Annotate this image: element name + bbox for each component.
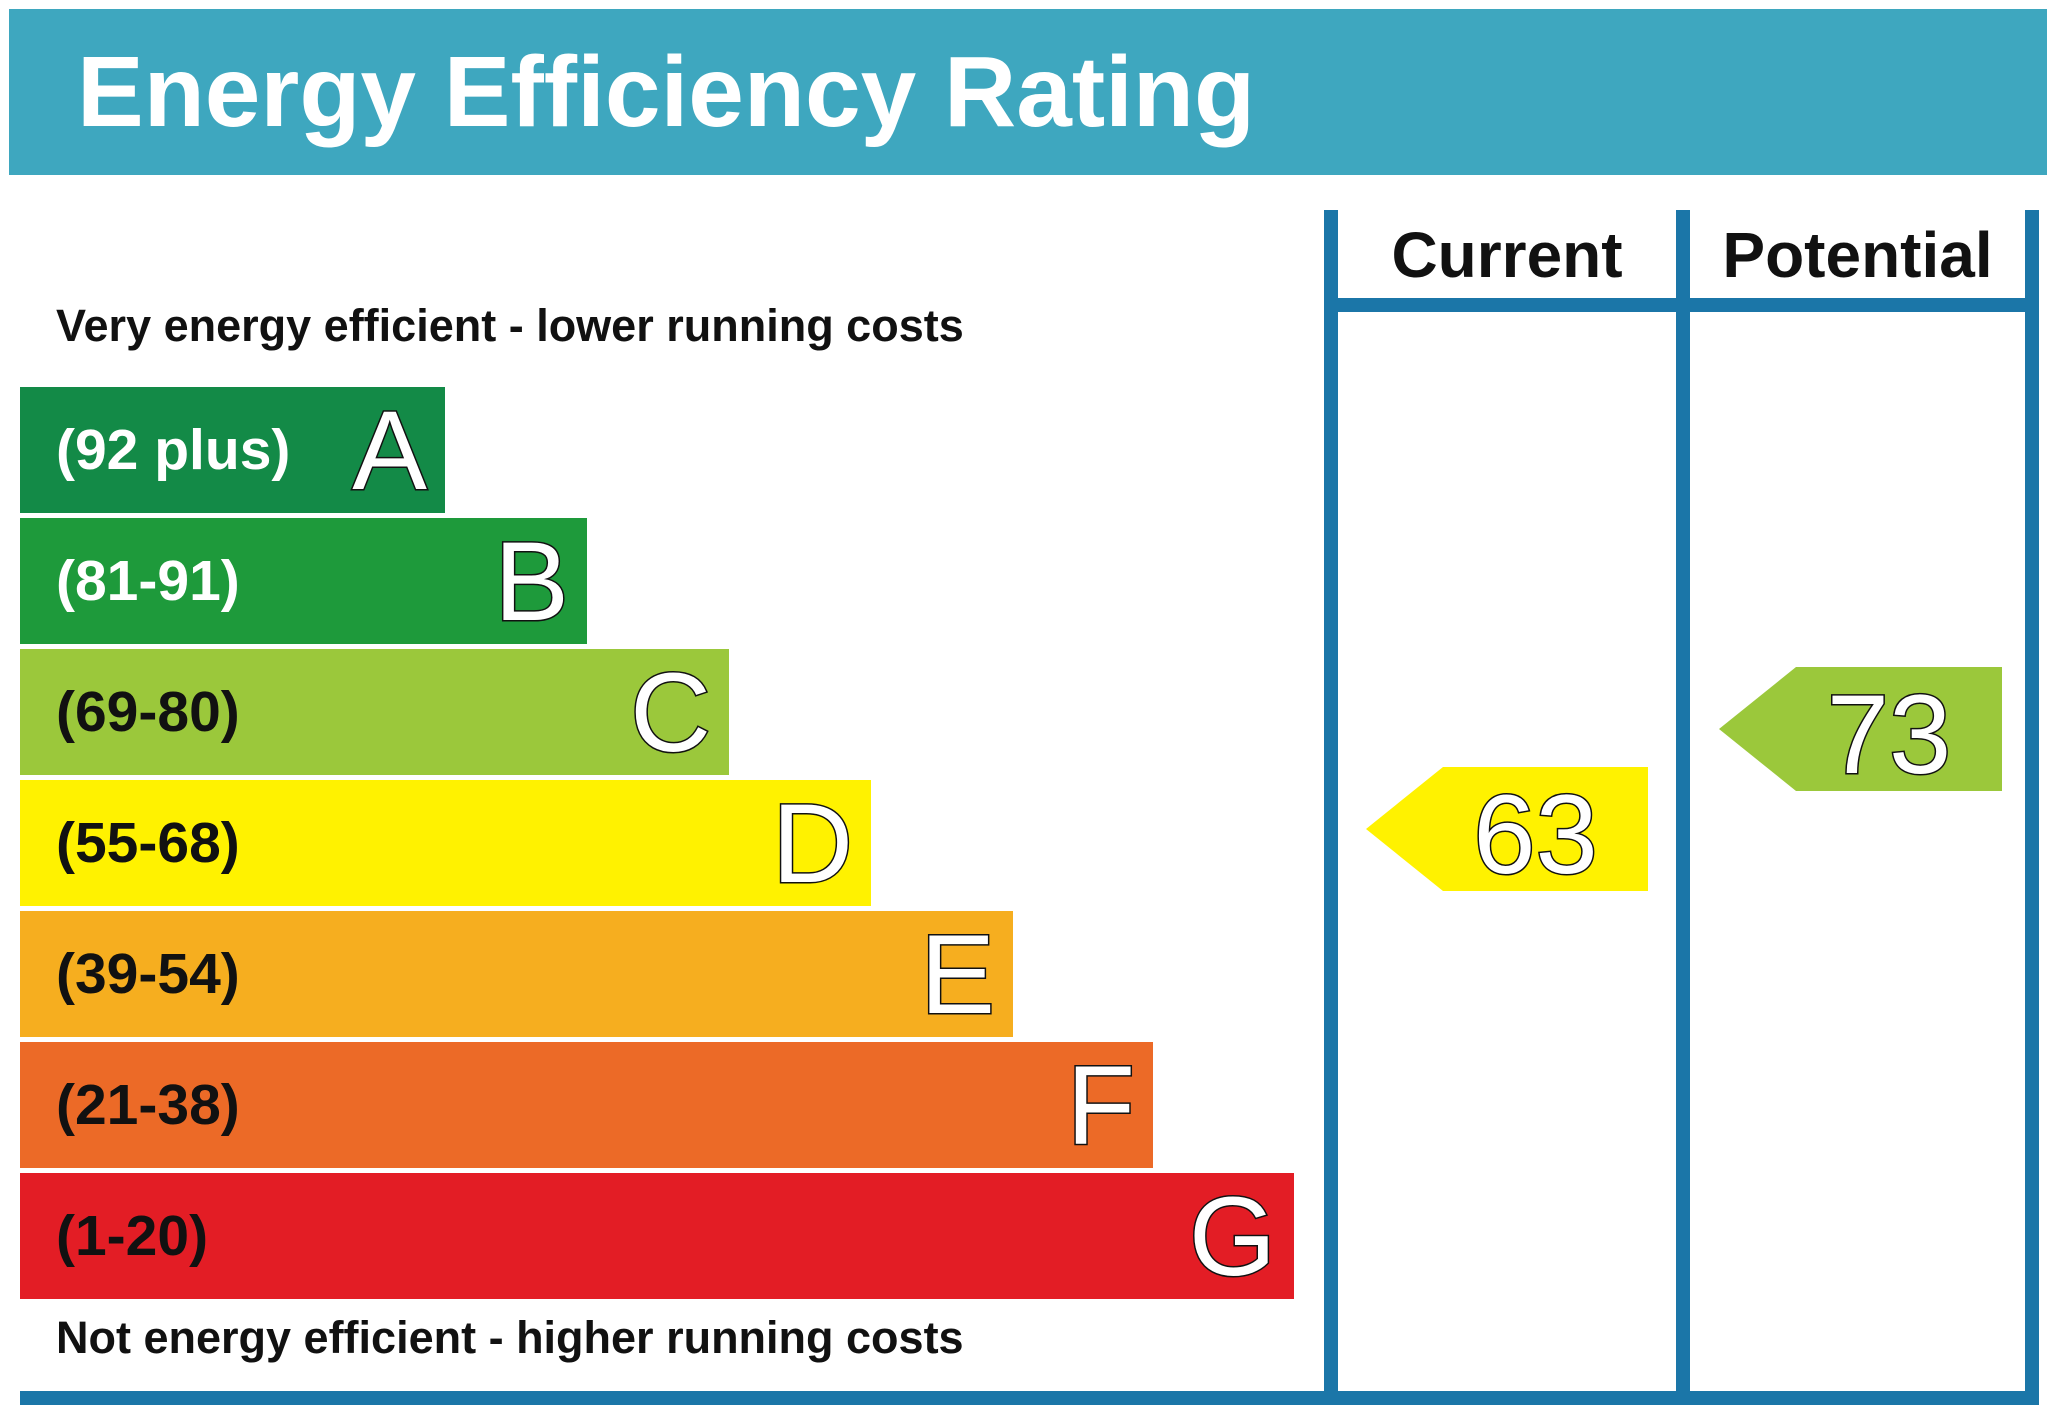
column-divider-left (1324, 210, 1338, 1400)
current-rating-arrow-shape (1366, 767, 1648, 891)
current-rating-arrow-polygon (1366, 767, 1648, 891)
band-range-label: (69-80) (56, 680, 240, 744)
potential-rating-arrow-shape (1719, 667, 2002, 791)
current-rating-arrow-value: 63 (1472, 772, 1600, 897)
current-rating-arrow: 63 (1366, 767, 1648, 897)
band-range-label: (55-68) (56, 811, 240, 875)
band-letter: A (351, 387, 429, 515)
band-range-label: (81-91) (56, 549, 240, 613)
band-letter: E (919, 911, 997, 1039)
band-range-label: (39-54) (56, 942, 240, 1006)
column-divider-right (2025, 210, 2039, 1400)
potential-rating-arrow: 73 (1719, 667, 2002, 797)
band-letter: D (771, 780, 855, 908)
potential-rating-arrow-polygon (1719, 667, 2002, 791)
potential-rating-arrow-value: 73 (1825, 672, 1953, 797)
column-divider-middle (1676, 210, 1690, 1400)
band-a: (92 plus) A (20, 387, 445, 515)
band-d: (55-68) D (20, 780, 871, 908)
band-e: (39-54) E (20, 911, 1013, 1039)
column-header-underline (1324, 298, 2039, 312)
band-range-label: (92 plus) (56, 418, 291, 482)
band-range-label: (21-38) (56, 1073, 240, 1137)
chart-title: Energy Efficiency Rating (77, 36, 1256, 148)
current-column-header: Current (1391, 219, 1623, 291)
band-letter: F (1065, 1042, 1136, 1170)
band-range-label: (1-20) (56, 1204, 209, 1268)
band-letter: C (629, 649, 713, 777)
header-bar: Energy Efficiency Rating (9, 9, 2047, 175)
bottom-note: Not energy efficient - higher running co… (56, 1312, 964, 1363)
band-b: (81-91) B (20, 518, 587, 646)
band-g: (1-20) G (20, 1173, 1294, 1301)
band-letter: G (1187, 1173, 1277, 1301)
potential-column-header: Potential (1722, 219, 1993, 291)
band-letter: B (493, 518, 571, 646)
band-c: (69-80) C (20, 649, 729, 777)
band-f: (21-38) F (20, 1042, 1153, 1170)
bottom-baseline (20, 1391, 2039, 1405)
top-note: Very energy efficient - lower running co… (56, 300, 964, 351)
